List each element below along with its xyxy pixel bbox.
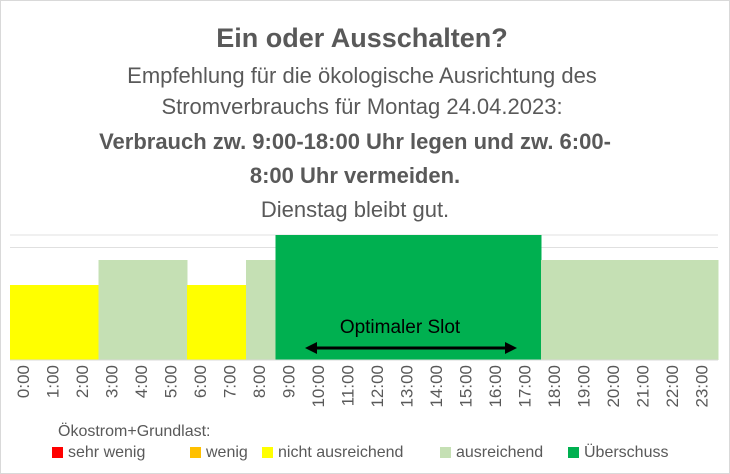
x-tick-label: 8:00 [250,365,269,398]
legend-label: Überschuss [584,443,668,461]
bar [334,235,365,360]
x-tick-label: 4:00 [132,365,151,398]
x-tick-label: 11:00 [339,365,358,406]
bar [511,235,542,360]
x-tick-label: 13:00 [398,365,417,408]
note: Dienstag bleibt gut. [261,197,449,222]
legend-swatch [568,447,579,458]
bar [423,235,453,360]
bar [246,260,276,360]
x-tick-label: 18:00 [545,365,564,408]
x-tick-label: 6:00 [191,365,210,398]
chart-title: Ein oder Ausschalten? [216,23,508,53]
legend-label: nicht ausreichend [278,444,403,461]
legend-swatch [262,447,273,458]
bar [157,260,188,360]
bar [482,235,512,360]
bar [452,235,483,360]
bar [275,235,306,360]
x-tick-label: 9:00 [280,365,299,398]
x-tick-label: 15:00 [457,365,476,408]
bar [541,260,571,360]
bar [187,285,217,360]
annotation: Optimaler Slot [340,317,461,338]
legend-label: wenig [205,444,248,461]
bar [128,260,158,360]
bar [39,285,70,360]
legend-swatch [52,447,63,458]
subtitle: Empfehlung für die ökologische Ausrichtu… [127,63,597,88]
x-tick-label: 22:00 [663,365,682,408]
bar [305,235,335,360]
bar [659,260,689,360]
x-tick-label: 3:00 [103,365,122,398]
x-tick-label: 14:00 [427,365,446,408]
plot [10,234,719,360]
bar [216,285,247,360]
annotation-arrow [305,342,517,354]
recommendation: Verbrauch zw. 9:00-18:00 Uhr legen und z… [99,129,611,154]
bar [393,235,424,360]
x-tick-label: 7:00 [221,365,240,398]
x-tick-label: 0:00 [14,365,33,398]
legend-label: ausreichend [456,444,543,461]
bar [98,260,129,360]
legend-label: sehr wenig [68,444,145,461]
x-tick-label: 23:00 [693,365,712,408]
x-tick-label: 12:00 [368,365,387,408]
arrow-head [305,342,317,354]
x-tick-label: 16:00 [486,365,505,408]
legend-title: Ökostrom+Grundlast: [58,422,211,440]
x-tick-label: 1:00 [44,365,63,398]
legend-swatch [190,447,201,458]
x-tick-label: 17:00 [516,365,535,408]
legend-swatch [440,447,451,458]
bar [688,260,719,360]
subtitle: Stromverbrauchs für Montag 24.04.2023: [161,94,562,119]
recommendation: 8:00 Uhr vermeiden. [250,163,460,188]
x-tick-label: 2:00 [73,365,92,398]
x-tick-label: 5:00 [162,365,181,398]
x-tick-label: 19:00 [575,365,594,408]
arrow-head [505,342,517,354]
x-tick-label: 20:00 [604,365,623,408]
bar [69,285,99,360]
bar [570,260,601,360]
bar [600,260,630,360]
bar [364,235,394,360]
bar [10,285,40,360]
bar [629,260,660,360]
x-tick-label: 21:00 [634,365,653,408]
x-tick-label: 10:00 [309,365,328,408]
